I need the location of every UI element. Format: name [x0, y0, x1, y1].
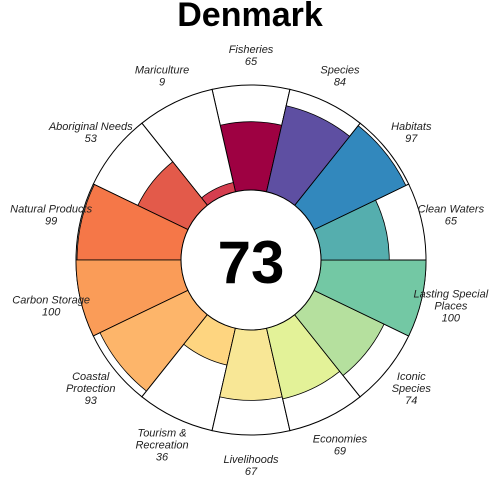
petal-label-aboriginal-needs: Aboriginal Needs 53: [48, 121, 133, 145]
petal-label-carbon-storage: Carbon Storage 100: [12, 295, 90, 319]
petal-label-iconic-species: Iconic Species 74: [392, 371, 432, 407]
chart-title: Denmark: [177, 0, 323, 34]
petal-label-lasting-special-places: Lasting Special Places 100: [414, 289, 489, 325]
petal-label-fisheries: Fisheries 65: [229, 44, 274, 68]
petal-label-economies: Economies 69: [313, 434, 368, 458]
petal-label-tourism-recreation: Tourism & Recreation 36: [135, 428, 188, 464]
petal-label-livelihoods: Livelihoods 67: [223, 454, 279, 478]
petal-label-natural-products: Natural Products 99: [10, 203, 92, 227]
petal-label-coastal-protection: Coastal Protection 93: [66, 371, 116, 407]
center-disc: [180, 189, 322, 331]
petal-label-clean-waters: Clean Waters 65: [418, 203, 485, 227]
overall-score: 73: [218, 229, 285, 296]
petal-label-species: Species 84: [320, 64, 360, 88]
petal-layer: [75, 84, 427, 436]
label-layer: Fisheries 65 Mariculture 9 Aboriginal Needs 5…: [10, 44, 489, 478]
petal-label-mariculture: Mariculture 9: [135, 64, 189, 88]
petal-label-habitats: Habitats 97: [391, 121, 432, 145]
